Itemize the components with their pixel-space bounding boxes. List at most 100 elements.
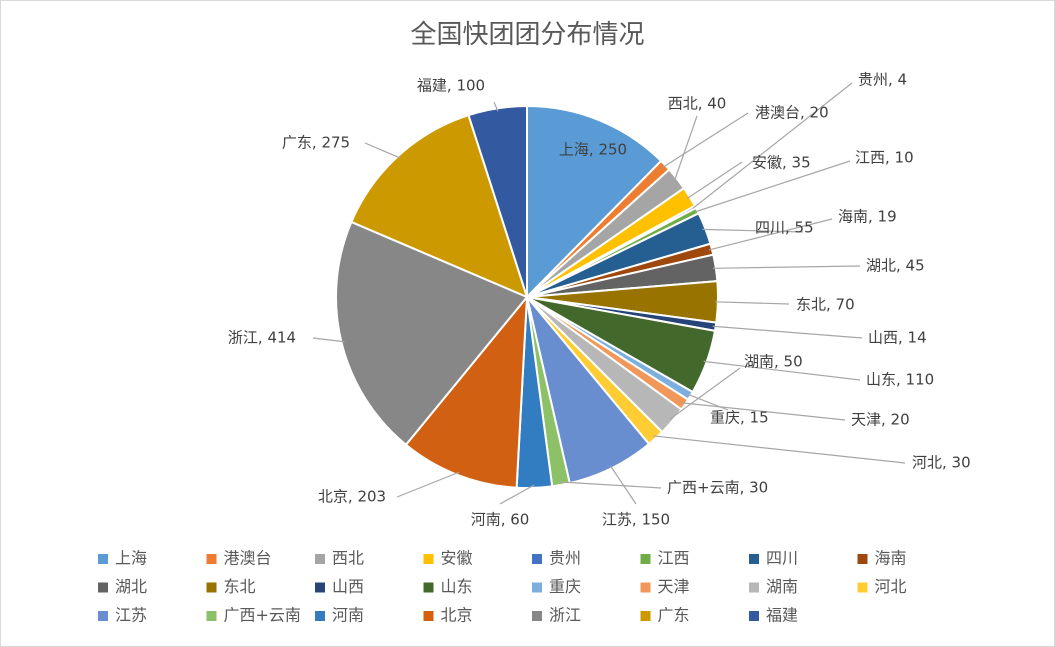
leader-line-湖南 xyxy=(669,367,741,420)
legend-label-山东: 山东 xyxy=(441,577,473,596)
legend-swatch-重庆 xyxy=(532,582,542,593)
leader-line-浙江 xyxy=(312,337,345,343)
leader-line-北京 xyxy=(396,471,460,498)
legend-swatch-北京 xyxy=(423,611,434,621)
legend-item-四川: 四川 xyxy=(749,549,798,568)
data-label-广西+云南: 广西+云南, 30 xyxy=(667,479,768,497)
legend-swatch-江苏 xyxy=(98,611,108,621)
data-label-江苏: 江苏, 150 xyxy=(602,511,670,529)
legend-label-河南: 河南 xyxy=(332,606,364,625)
legend-swatch-河北 xyxy=(857,582,868,593)
data-label-重庆: 重庆, 15 xyxy=(710,409,769,427)
pie-slice-上海 xyxy=(526,104,663,300)
leader-line-安徽 xyxy=(686,161,743,199)
legend-swatch-湖南 xyxy=(749,582,759,593)
legend-label-天津: 天津 xyxy=(658,577,690,596)
data-label-西北: 西北, 40 xyxy=(668,95,727,113)
legend-label-北京: 北京 xyxy=(441,606,473,625)
legend-swatch-广西+云南 xyxy=(206,611,217,621)
leader-line-广西+云南 xyxy=(560,481,662,489)
legend-label-浙江: 浙江 xyxy=(549,606,581,625)
legend-item-河北: 河北 xyxy=(857,577,907,596)
legend-item-山东: 山东 xyxy=(423,577,473,596)
data-label-江西: 江西, 10 xyxy=(855,149,914,167)
legend-label-山西: 山西 xyxy=(332,577,364,596)
data-label-河北: 河北, 30 xyxy=(912,454,971,472)
legend-label-江西: 江西 xyxy=(658,549,690,568)
legend-label-安徽: 安徽 xyxy=(441,549,473,568)
legend-swatch-海南 xyxy=(857,554,868,564)
legend-swatch-广东 xyxy=(640,611,651,621)
legend-swatch-福建 xyxy=(749,611,759,621)
data-label-安徽: 安徽, 35 xyxy=(752,154,811,172)
legend-item-湖南: 湖南 xyxy=(749,577,798,596)
legend-item-湖北: 湖北 xyxy=(98,577,147,596)
legend-label-广西+云南: 广西+云南 xyxy=(224,606,301,625)
chart-title: 全国快团团分布情况 xyxy=(410,20,645,50)
leader-line-西北 xyxy=(673,115,698,181)
leader-line-江苏 xyxy=(609,465,637,505)
legend-item-河南: 河南 xyxy=(315,606,364,625)
leader-line-港澳台 xyxy=(662,112,749,168)
legend-item-海南: 海南 xyxy=(857,549,907,568)
legend-item-上海: 上海 xyxy=(98,549,147,568)
legend-label-贵州: 贵州 xyxy=(549,549,581,568)
data-label-广东: 广东, 275 xyxy=(282,134,350,152)
legend-item-东北: 东北 xyxy=(206,577,256,596)
legend-item-港澳台: 港澳台 xyxy=(206,549,272,568)
legend-swatch-河南 xyxy=(315,611,325,621)
leader-line-贵州 xyxy=(692,82,853,209)
legend-item-重庆: 重庆 xyxy=(532,577,581,596)
legend-item-广东: 广东 xyxy=(640,606,690,625)
data-label-山西: 山西, 14 xyxy=(868,329,927,347)
leader-lines-layer xyxy=(312,82,906,505)
legend-item-广西+云南: 广西+云南 xyxy=(206,606,301,625)
data-label-贵州: 贵州, 4 xyxy=(858,71,907,89)
legend-swatch-东北 xyxy=(206,582,217,593)
legend-swatch-湖北 xyxy=(98,582,108,593)
legend-swatch-港澳台 xyxy=(206,554,217,564)
leader-line-福建 xyxy=(493,101,499,112)
legend-label-湖南: 湖南 xyxy=(766,577,798,596)
legend-label-福建: 福建 xyxy=(766,606,798,625)
data-label-湖北: 湖北, 45 xyxy=(866,257,925,275)
leader-line-天津 xyxy=(682,402,846,421)
leader-line-河南 xyxy=(499,484,535,505)
legend-swatch-天津 xyxy=(640,582,651,593)
data-label-海南: 海南, 19 xyxy=(838,208,897,226)
legend-item-江苏: 江苏 xyxy=(98,606,147,625)
legend-item-福建: 福建 xyxy=(749,606,798,625)
legend-label-港澳台: 港澳台 xyxy=(224,549,272,568)
legend-item-江西: 江西 xyxy=(640,549,690,568)
legend-item-西北: 西北 xyxy=(315,549,364,568)
legend-swatch-浙江 xyxy=(532,611,542,621)
data-label-河南: 河南, 60 xyxy=(471,511,530,529)
legend-label-广东: 广东 xyxy=(658,606,690,625)
data-label-上海: 上海, 250 xyxy=(559,141,627,159)
legend-label-上海: 上海 xyxy=(115,549,147,568)
pie-slice-北京 xyxy=(404,293,529,489)
data-label-福建: 福建, 100 xyxy=(417,77,485,95)
data-label-湖南: 湖南, 50 xyxy=(744,353,803,371)
legend-item-贵州: 贵州 xyxy=(532,549,581,568)
leader-line-河北 xyxy=(653,435,906,464)
legend-label-海南: 海南 xyxy=(875,549,907,568)
legend-swatch-贵州 xyxy=(532,554,542,564)
legend-swatch-西北 xyxy=(315,554,325,564)
legend-label-东北: 东北 xyxy=(224,577,256,596)
leader-line-山东 xyxy=(703,360,861,381)
legend-item-安徽: 安徽 xyxy=(423,549,473,568)
data-label-山东: 山东, 110 xyxy=(866,371,934,389)
leader-line-广东 xyxy=(364,142,401,159)
legend-label-江苏: 江苏 xyxy=(115,606,147,625)
legend-label-重庆: 重庆 xyxy=(549,577,581,596)
slices-layer xyxy=(335,104,719,489)
legend-swatch-山西 xyxy=(315,582,325,593)
data-label-天津: 天津, 20 xyxy=(851,411,910,429)
legend-label-河北: 河北 xyxy=(875,577,907,596)
data-label-四川: 四川, 55 xyxy=(755,219,814,237)
leader-line-湖北 xyxy=(712,265,861,269)
legend-label-西北: 西北 xyxy=(332,549,364,568)
leader-line-东北 xyxy=(714,301,790,305)
